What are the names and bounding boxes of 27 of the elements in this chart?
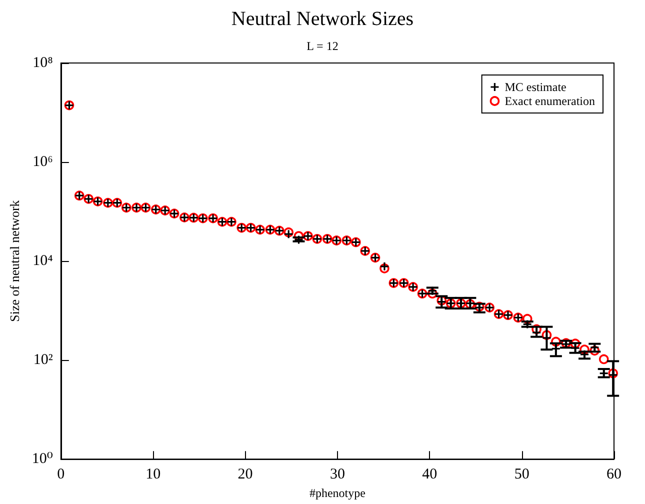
x-tick-label: 30 — [330, 466, 345, 483]
x-tick-label: 10 — [146, 466, 161, 483]
y-tick-label: 10² — [33, 352, 54, 368]
point — [522, 314, 532, 324]
legend-label: Exact enumeration — [504, 94, 596, 108]
point — [542, 330, 552, 340]
y-axis-title: Size of neutral network — [7, 200, 22, 322]
y-tick-label: 10⁴ — [32, 253, 53, 270]
y-tick-label: 10⁰ — [32, 451, 53, 468]
point — [608, 368, 618, 378]
point — [598, 354, 609, 364]
point — [284, 227, 294, 238]
chart-subtitle: L = 12 — [306, 39, 338, 53]
point — [380, 262, 388, 270]
point — [380, 264, 390, 274]
y-tick-label: 10⁶ — [32, 154, 53, 170]
x-tick-label: 50 — [514, 466, 530, 483]
x-tick-label: 60 — [606, 466, 622, 483]
x-tick-label: 20 — [238, 466, 253, 483]
chart-title: Neutral Network Sizes — [231, 8, 414, 30]
point — [294, 231, 304, 241]
x-tick-label: 40 — [422, 466, 438, 483]
legend-label: MC estimate — [504, 80, 566, 94]
y-tick-label: 10⁸ — [32, 55, 53, 71]
point — [284, 230, 293, 238]
x-tick-label: 0 — [57, 466, 65, 483]
x-axis-title: #phenotype — [309, 486, 366, 500]
